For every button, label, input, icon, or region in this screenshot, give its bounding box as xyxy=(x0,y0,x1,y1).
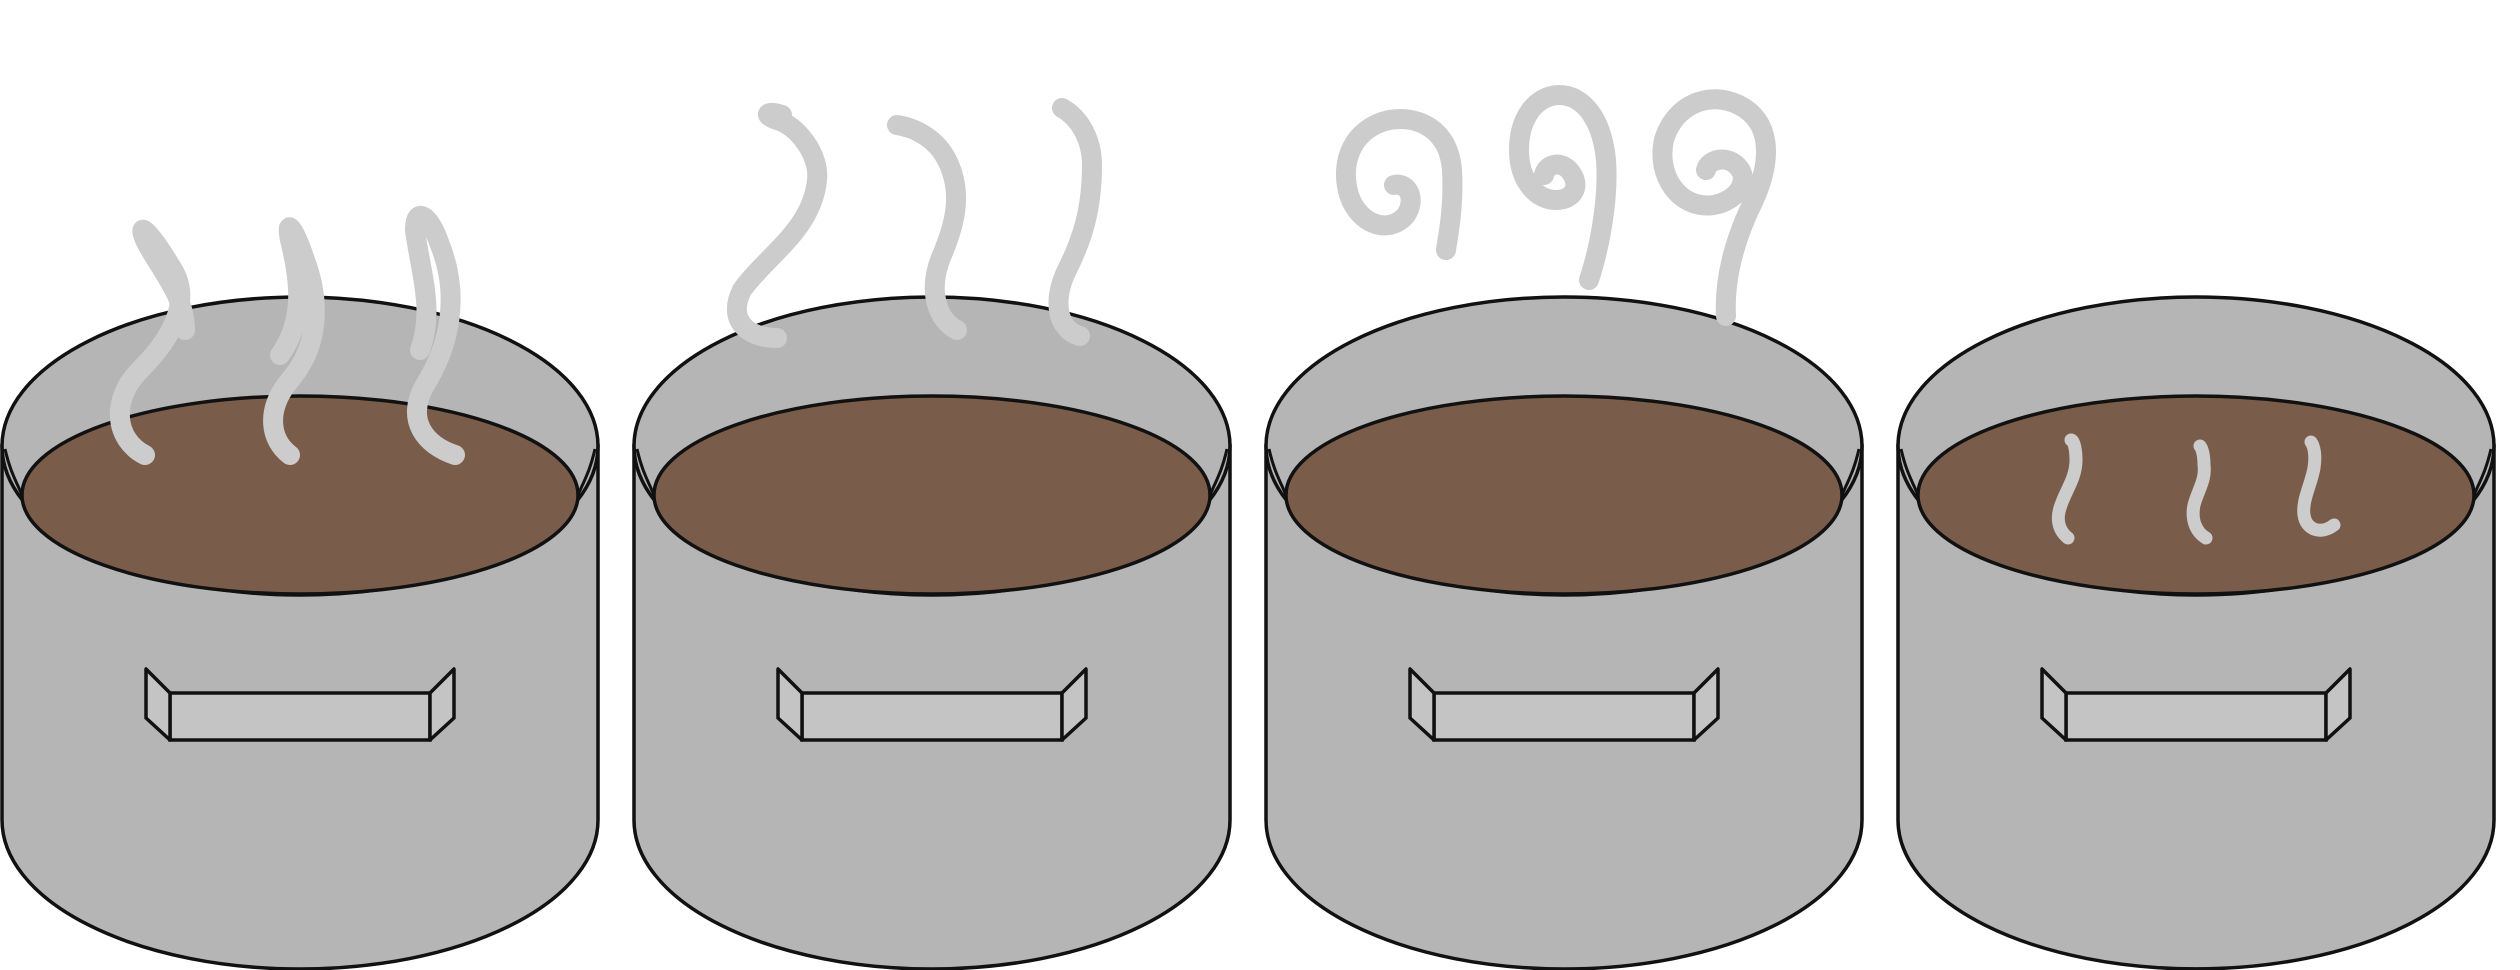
handle-bracket-right xyxy=(2324,667,2352,742)
pot-1 xyxy=(0,206,600,970)
pot-4 xyxy=(1896,295,2496,970)
steam-wisp xyxy=(2051,433,2083,545)
handle-bar xyxy=(1432,691,1696,742)
steam-wisp xyxy=(727,102,828,348)
steam-wisp xyxy=(2186,439,2213,545)
handle-bar xyxy=(800,691,1064,742)
steam-wisp xyxy=(1652,89,1776,326)
liquid-surface xyxy=(652,394,1212,596)
handle-bar xyxy=(168,691,432,742)
pots-group xyxy=(0,85,2496,970)
steam-wisp xyxy=(2297,435,2341,537)
liquid-surface xyxy=(1284,394,1844,596)
steam-wisp xyxy=(405,206,465,465)
handle-bracket-left xyxy=(1408,667,1436,742)
steam-wisp xyxy=(263,217,325,465)
handle-bracket-left xyxy=(2040,667,2068,742)
pot-3 xyxy=(1264,85,1864,970)
steam-wisp xyxy=(1509,85,1617,290)
handle-bracket-left xyxy=(144,667,172,742)
handle-bracket-right xyxy=(428,667,456,742)
handle-bracket-right xyxy=(1692,667,1720,742)
steam-wisp xyxy=(887,115,967,340)
liquid-surface xyxy=(20,394,580,596)
steam-wisp xyxy=(1048,98,1102,346)
steam-wisp xyxy=(1336,109,1463,260)
pot-2 xyxy=(632,98,1232,970)
handle-bar xyxy=(2064,691,2328,742)
steam-wisp xyxy=(109,219,195,465)
handle-bracket-left xyxy=(776,667,804,742)
handle-bracket-right xyxy=(1060,667,1088,742)
